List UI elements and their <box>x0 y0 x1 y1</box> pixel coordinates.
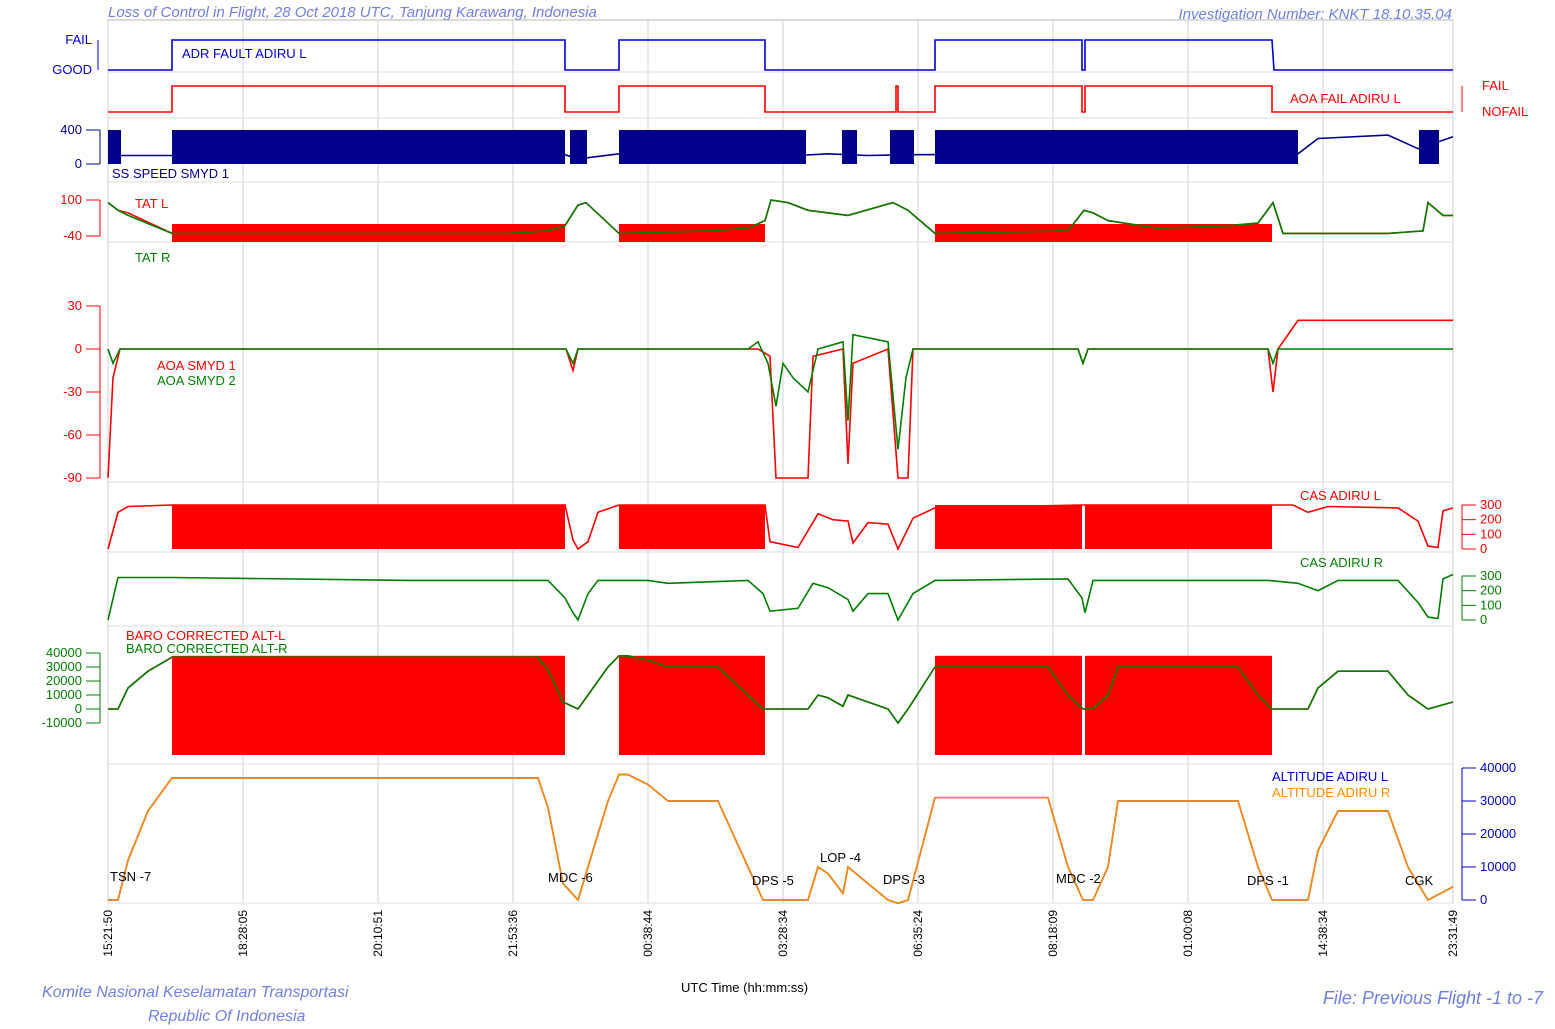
activity-band <box>1085 505 1272 549</box>
y-tick-label: -40 <box>63 228 82 243</box>
y-tick-label: -90 <box>63 470 82 485</box>
activity-band <box>619 655 765 755</box>
flight-label: LOP -4 <box>820 850 861 865</box>
activity-band <box>1085 655 1272 755</box>
state-label: FAIL <box>1482 78 1509 93</box>
x-axis-label: UTC Time (hh:mm:ss) <box>681 980 809 995</box>
y-tick-label: 200 <box>1480 512 1502 527</box>
x-tick-label: 20:10:51 <box>371 910 385 957</box>
activity-band <box>935 224 1272 242</box>
x-tick-label: 06:35:24 <box>911 910 925 957</box>
activity-band <box>935 655 1082 755</box>
y-tick-label: 100 <box>1480 597 1502 612</box>
series-line <box>108 773 1454 905</box>
series-label: BARO CORRECTED ALT-R <box>126 641 288 656</box>
series-label: TAT L <box>135 196 168 211</box>
y-tick-label: -10000 <box>42 715 82 730</box>
series-line <box>108 134 1454 160</box>
activity-band <box>172 130 565 164</box>
series-label: AOA FAIL ADIRU L <box>1290 91 1401 106</box>
y-tick-label: 40000 <box>46 645 82 660</box>
discrete-line <box>108 39 1453 71</box>
y-tick-label: 10000 <box>46 687 82 702</box>
y-tick-label: 30000 <box>1480 793 1516 808</box>
series-line <box>108 654 1454 725</box>
discrete-line <box>108 85 1453 113</box>
x-tick-label: 08:18:09 <box>1046 910 1060 957</box>
y-tick-label: 400 <box>60 122 82 137</box>
state-label: GOOD <box>52 62 92 77</box>
x-tick-label: 14:38:34 <box>1316 910 1330 957</box>
flight-label: MDC -6 <box>548 870 593 885</box>
flight-label: CGK <box>1405 873 1434 888</box>
state-label: FAIL <box>65 32 92 47</box>
y-tick-label: 20000 <box>1480 826 1516 841</box>
x-tick-label: 00:38:44 <box>641 910 655 957</box>
series-line <box>107 319 1453 479</box>
flight-label: DPS -1 <box>1247 873 1289 888</box>
x-tick-label: 21:53:36 <box>506 910 520 957</box>
activity-band <box>108 130 121 164</box>
series-line <box>107 199 1453 235</box>
y-tick-label: 0 <box>75 156 82 171</box>
series-label: ALTITUDE ADIRU R <box>1272 785 1390 800</box>
y-tick-label: 0 <box>1480 612 1487 627</box>
y-tick-label: 0 <box>75 341 82 356</box>
series-label: ADR FAULT ADIRU L <box>182 46 307 61</box>
y-tick-label: 30000 <box>46 659 82 674</box>
activity-band <box>890 130 914 164</box>
y-tick-label: 300 <box>1480 568 1502 583</box>
x-tick-label: 01:00:08 <box>1181 910 1195 957</box>
activity-band <box>935 505 1082 549</box>
series-label: AOA SMYD 2 <box>157 373 236 388</box>
y-tick-label: 0 <box>1480 541 1487 556</box>
x-tick-label: 18:28:05 <box>236 910 250 957</box>
x-tick-label: 15:21:50 <box>101 910 115 957</box>
activity-band <box>619 130 806 164</box>
chart-title: Loss of Control in Flight, 28 Oct 2018 U… <box>108 4 597 21</box>
series-line <box>107 333 1453 450</box>
y-tick-label: 0 <box>75 701 82 716</box>
activity-band <box>172 655 565 755</box>
y-tick-label: 30 <box>68 298 82 313</box>
y-tick-label: -60 <box>63 427 82 442</box>
activity-band <box>172 505 565 549</box>
activity-band <box>1419 130 1439 164</box>
activity-band <box>842 130 857 164</box>
series-label: CAS ADIRU L <box>1300 488 1381 503</box>
org-country: Republic Of Indonesia <box>148 1008 306 1025</box>
flight-label: DPS -3 <box>883 872 925 887</box>
x-tick-label: 23:31:49 <box>1446 910 1460 957</box>
flight-label: MDC -2 <box>1056 871 1101 886</box>
activity-band <box>570 130 587 164</box>
x-tick-label: 03:28:34 <box>776 910 790 957</box>
series-line <box>107 504 1454 551</box>
y-tick-label: 100 <box>60 192 82 207</box>
y-tick-label: -30 <box>63 384 82 399</box>
activity-band <box>935 130 1298 164</box>
investigation-number: Investigation Number: KNKT 18.10.35.04 <box>1178 6 1453 23</box>
y-tick-label: 0 <box>1480 892 1487 907</box>
state-label: NOFAIL <box>1482 104 1528 119</box>
org-name: Komite Nasional Keselamatan Transportasi <box>42 984 349 1001</box>
activity-band <box>619 505 765 549</box>
y-tick-label: 40000 <box>1480 760 1516 775</box>
series-label: CAS ADIRU R <box>1300 555 1383 570</box>
series-label: BARO CORRECTED ALT-L <box>126 628 285 643</box>
series-label: TAT R <box>135 250 170 265</box>
series-label: AOA SMYD 1 <box>157 358 236 373</box>
flight-label: TSN -7 <box>110 869 151 884</box>
y-tick-label: 200 <box>1480 583 1502 598</box>
file-name: File: Previous Flight -1 to -7 <box>1322 988 1543 1008</box>
y-tick-label: 10000 <box>1480 859 1516 874</box>
activity-band <box>619 224 765 242</box>
series-line <box>107 573 1454 622</box>
y-tick-label: 300 <box>1480 497 1502 512</box>
series-label: SS SPEED SMYD 1 <box>112 166 229 181</box>
flight-label: DPS -5 <box>752 873 794 888</box>
y-tick-label: 20000 <box>46 673 82 688</box>
series-label: ALTITUDE ADIRU L <box>1272 769 1388 784</box>
y-tick-label: 100 <box>1480 526 1502 541</box>
